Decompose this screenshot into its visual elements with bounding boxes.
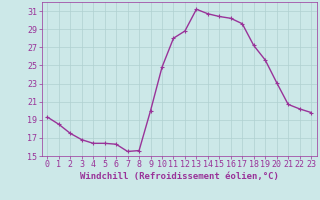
X-axis label: Windchill (Refroidissement éolien,°C): Windchill (Refroidissement éolien,°C) (80, 172, 279, 181)
